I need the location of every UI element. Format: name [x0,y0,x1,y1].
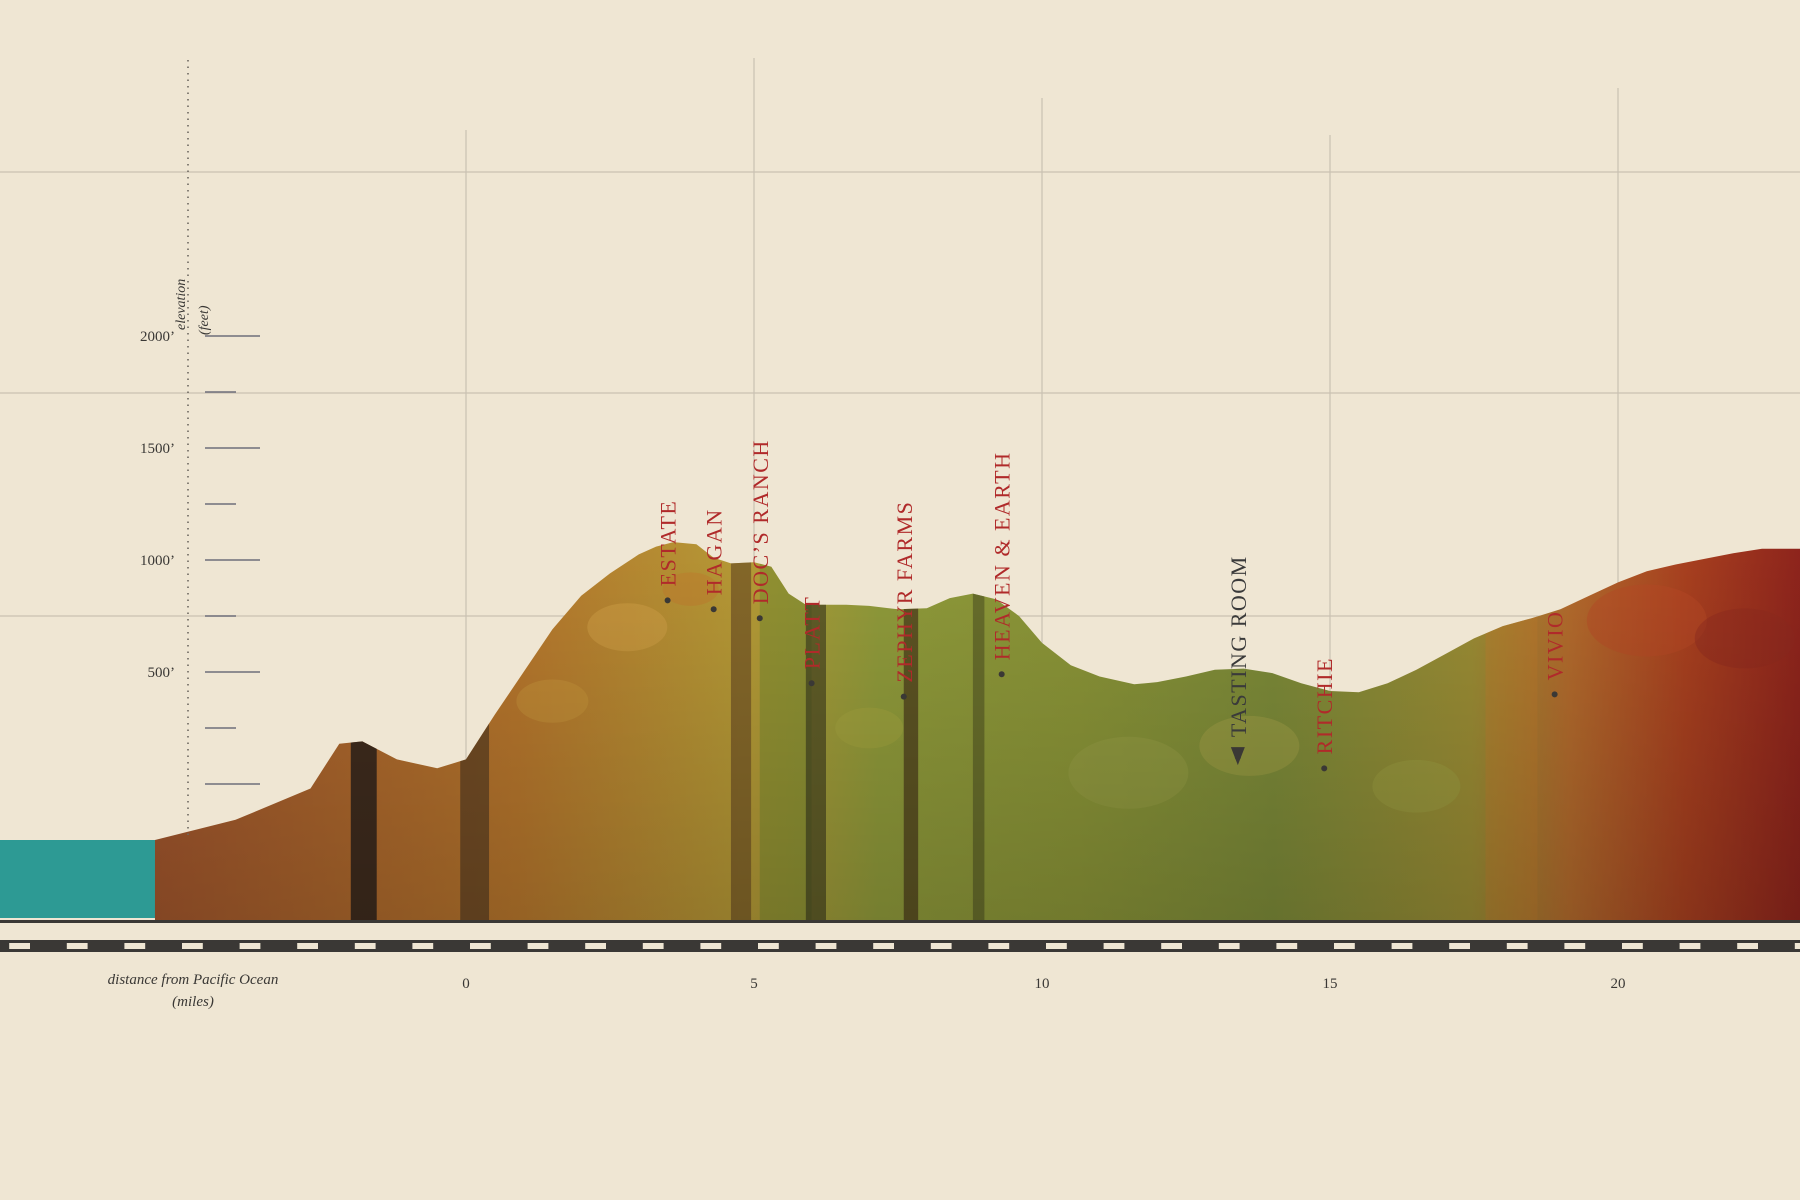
location-dot [1321,765,1328,772]
y-tick-label: 500’ [148,665,176,681]
vineyard-name: PLATT [800,596,825,670]
location-dot [808,680,815,687]
vineyard-name: HEAVEN & EARTH [990,452,1015,661]
x-tick-label: 10 [1035,976,1050,992]
vineyard-name: TASTING ROOM [1226,555,1251,737]
vineyard-label: ZEPHYR FARMS [892,501,917,700]
x-tick-label: 5 [750,976,758,992]
vineyard-label: DOC’S RANCH [748,439,773,622]
vineyard-label: TASTING ROOM [1226,555,1251,766]
location-dot [900,693,907,700]
y-axis-label: elevation [174,279,189,330]
vineyard-labels: ESTATE HAGAN DOC’S RANCH PLATT ZEPHYR FARMS H… [656,439,1568,772]
vineyard-label: HAGAN [702,508,727,613]
location-dot [710,606,717,613]
distance-axis: 0 5 10 15 20 [462,976,1625,992]
vineyard-name: DOC’S RANCH [748,439,773,604]
vineyard-label: RITCHIE [1312,657,1337,772]
vineyard-label: HEAVEN & EARTH [990,452,1015,678]
elevation-axis: 500’ 1000’ 1500’ 2000’ [140,60,260,840]
y-tick-label: 2000’ [140,329,175,345]
y-tick-label: 1000’ [140,553,175,569]
terrain-shade [154,542,1800,920]
y-tick-label: 1500’ [140,441,175,457]
vineyard-name: HAGAN [702,508,727,595]
x-tick-label: 15 [1323,976,1338,992]
location-dot [1551,691,1558,698]
location-dot [998,671,1005,678]
x-tick-label: 20 [1611,976,1626,992]
y-axis-unit: (feet) [197,305,212,335]
x-tick-label: 0 [462,976,470,992]
distance-scale-bar [0,920,1800,952]
arrow-down-icon [1230,747,1245,766]
x-axis-unit: (miles) [172,994,214,1010]
x-axis-label: distance from Pacific Ocean [108,972,279,988]
vineyard-name: ESTATE [656,500,681,587]
location-dot [664,597,671,604]
vineyard-name: VIVIO [1543,611,1568,681]
vineyard-label: PLATT [800,596,825,687]
grid-lines [0,58,1800,920]
vineyard-name: ZEPHYR FARMS [892,501,917,683]
location-dot [756,615,763,622]
vineyard-label: ESTATE [656,500,681,604]
vineyard-label: VIVIO [1543,611,1568,698]
vineyard-name: RITCHIE [1312,657,1337,754]
